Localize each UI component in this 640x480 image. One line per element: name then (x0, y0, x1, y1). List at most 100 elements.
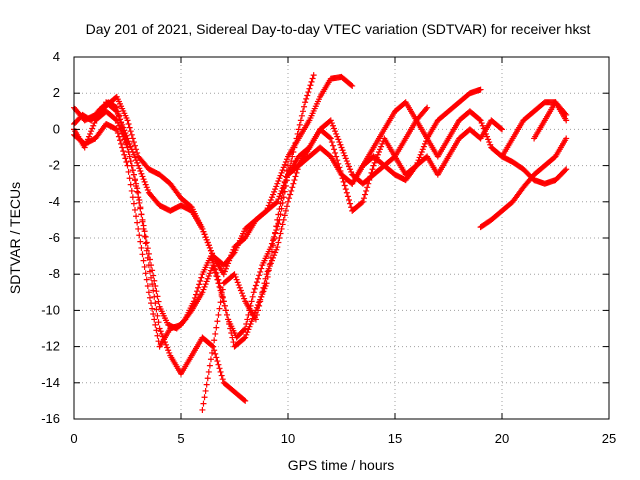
data-point (486, 139, 493, 146)
data-point (297, 117, 304, 124)
data-point (281, 212, 288, 219)
data-point (257, 298, 264, 305)
data-point (201, 394, 208, 401)
data-point (253, 311, 260, 318)
data-point (268, 248, 275, 255)
data-point (134, 149, 141, 156)
data-point (215, 280, 222, 287)
data-point (476, 116, 483, 123)
data-point (121, 136, 128, 143)
data-point (268, 257, 275, 264)
data-point (145, 262, 152, 269)
data-point (336, 139, 343, 146)
data-point (142, 181, 149, 188)
data-point (199, 406, 206, 413)
data-point (366, 177, 373, 184)
data-point (229, 249, 236, 256)
data-point (294, 130, 301, 137)
data-point (267, 260, 274, 267)
data-point (419, 146, 426, 153)
data-point (131, 206, 138, 213)
data-point (212, 350, 219, 357)
y-tick-label: -12 (41, 339, 60, 354)
data-point (125, 168, 132, 175)
data-point (122, 155, 129, 162)
data-point (266, 199, 273, 206)
data-point (563, 117, 570, 124)
data-point (481, 128, 488, 135)
data-point (367, 173, 374, 180)
data-point (285, 162, 291, 169)
data-point (259, 289, 266, 296)
data-point (261, 280, 268, 287)
data-point (299, 108, 306, 115)
data-point (130, 139, 137, 146)
data-point (295, 126, 302, 133)
data-point (306, 85, 313, 92)
data-point (140, 257, 147, 264)
data-point (205, 368, 212, 375)
data-point (200, 286, 207, 293)
data-point (152, 321, 159, 328)
data-point (484, 133, 491, 140)
data-point (487, 141, 494, 148)
data-point (127, 158, 134, 165)
data-point (364, 184, 371, 191)
data-point (194, 288, 201, 295)
data-point (291, 144, 298, 151)
data-point (272, 229, 279, 236)
data-point (347, 166, 354, 173)
data-point (262, 275, 269, 282)
data-point (90, 122, 97, 129)
chart-title: Day 201 of 2021, Sidereal Day-to-day VTE… (86, 21, 591, 37)
data-point (143, 276, 150, 283)
data-point (216, 283, 223, 290)
data-point (280, 216, 287, 223)
data-point (242, 397, 249, 404)
data-point (133, 213, 140, 220)
data-point (115, 113, 122, 120)
data-point (120, 133, 127, 140)
data-point (148, 274, 155, 281)
data-point (327, 135, 334, 142)
data-point (270, 254, 277, 261)
data-point (145, 250, 152, 257)
data-point (129, 194, 136, 201)
x-axis-label: GPS time / hours (288, 457, 395, 473)
data-point (329, 122, 336, 129)
data-point (241, 295, 248, 302)
data-point (293, 135, 300, 142)
data-point (253, 279, 260, 286)
data-point (128, 131, 135, 138)
data-point (333, 153, 340, 160)
data-point (347, 200, 354, 207)
data-point (135, 189, 142, 196)
data-point (129, 167, 136, 174)
grid (74, 57, 609, 419)
data-point (563, 166, 570, 173)
data-point (275, 211, 282, 218)
data-point (152, 282, 159, 289)
data-point (348, 168, 355, 175)
data-point (272, 249, 279, 256)
data-point (282, 158, 289, 165)
data-point (138, 170, 145, 177)
data-point (480, 125, 487, 132)
data-point (497, 125, 504, 132)
data-point (137, 204, 144, 211)
data-point (224, 311, 231, 318)
data-point (278, 169, 285, 176)
data-point (276, 175, 283, 182)
data-point (276, 235, 283, 241)
data-point (119, 121, 126, 128)
data-point (267, 196, 274, 203)
data-point (128, 187, 135, 194)
data-point (149, 305, 156, 312)
data-point (117, 125, 124, 132)
y-tick-label: -8 (48, 266, 60, 281)
data-point (328, 120, 335, 127)
data-point (150, 287, 157, 294)
data-point (362, 191, 369, 198)
data-point (236, 284, 243, 291)
data-point (216, 305, 223, 312)
